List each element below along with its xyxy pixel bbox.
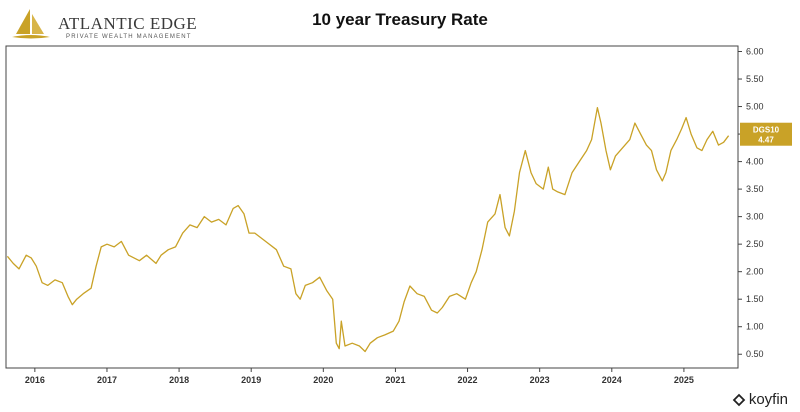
x-tick-label: 2023 [530, 375, 550, 385]
x-tick-label: 2017 [97, 375, 117, 385]
wave-shape [12, 35, 50, 39]
x-tick-label: 2022 [458, 375, 478, 385]
chart-axes [5, 45, 739, 369]
x-tick-label: 2020 [313, 375, 333, 385]
y-axis-ticks: 0.501.001.502.002.503.003.504.004.505.00… [738, 47, 764, 359]
sail-left-shape [16, 9, 30, 34]
series-name-label: DGS10 [753, 126, 780, 135]
last-value-box [740, 122, 792, 146]
x-tick-label: 2016 [25, 375, 45, 385]
series-group [6, 106, 730, 353]
x-tick-label: 2021 [385, 375, 405, 385]
y-tick-label: 1.50 [746, 294, 764, 304]
y-tick-label: 4.00 [746, 157, 764, 167]
last-value-label: 4.47 [758, 136, 774, 145]
plot-frame [5, 45, 739, 369]
chart-title: 10 year Treasury Rate [312, 10, 488, 29]
y-tick-label: 5.50 [746, 74, 764, 84]
y-tick-label: 3.50 [746, 184, 764, 194]
sailboat-icon [12, 9, 50, 39]
y-tick-label: 2.50 [746, 239, 764, 249]
series-line-dgs10 [6, 106, 730, 353]
koyfin-icon [732, 393, 746, 406]
x-tick-label: 2018 [169, 375, 189, 385]
x-tick-label: 2024 [602, 375, 622, 385]
x-tick-label: 2025 [674, 375, 694, 385]
brand-name: ATLANTIC EDGE [58, 14, 198, 33]
x-tick-label: 2019 [241, 375, 261, 385]
y-tick-label: 0.50 [746, 349, 764, 359]
brand-logo: ATLANTIC EDGE PRIVATE WEALTH MANAGEMENT [6, 6, 206, 46]
y-tick-label: 5.00 [746, 102, 764, 112]
y-tick-label: 1.00 [746, 322, 764, 332]
sail-right-shape [32, 14, 44, 34]
source-brand-label: koyfin [748, 391, 788, 408]
y-tick-label: 6.00 [746, 47, 764, 57]
y-tick-label: 2.00 [746, 267, 764, 277]
x-axis-ticks: 2016 2017 2018 2019 2020 2021 2022 2023 2024 2025 [25, 368, 694, 385]
brand-tagline: PRIVATE WEALTH MANAGEMENT [66, 34, 192, 40]
source-brand: koyfin [732, 391, 788, 408]
y-tick-label: 3.00 [746, 212, 764, 222]
